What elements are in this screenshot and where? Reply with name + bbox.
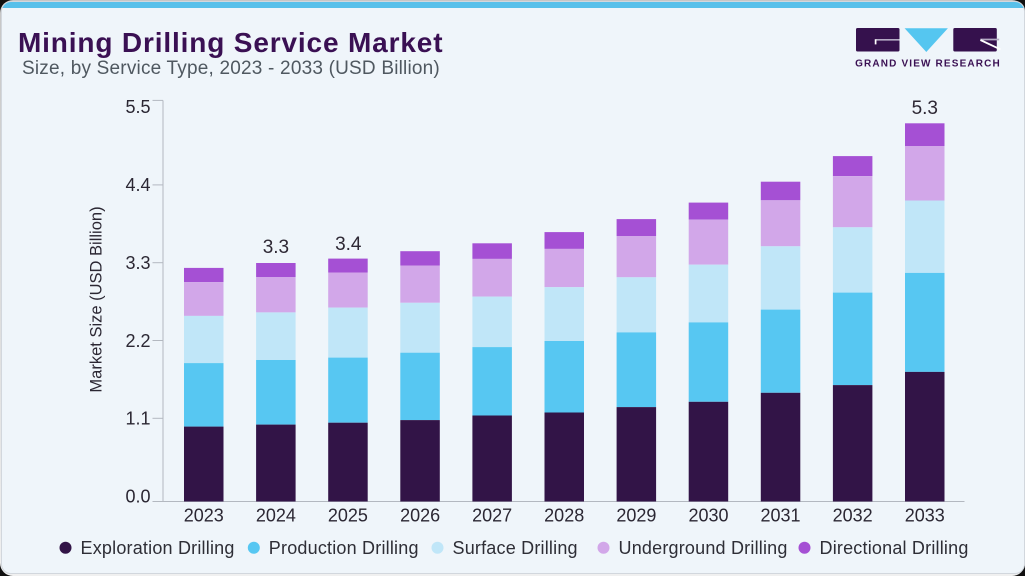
svg-text:2032: 2032: [833, 506, 873, 526]
svg-text:Production Drilling: Production Drilling: [269, 538, 419, 558]
svg-text:0.0: 0.0: [125, 487, 150, 507]
svg-text:4.4: 4.4: [125, 175, 150, 195]
svg-text:5.3: 5.3: [912, 98, 938, 119]
svg-text:GRAND VIEW RESEARCH: GRAND VIEW RESEARCH: [855, 58, 1001, 69]
svg-text:3.3: 3.3: [263, 237, 289, 258]
svg-text:Surface Drilling: Surface Drilling: [453, 538, 578, 558]
svg-text:3.3: 3.3: [125, 253, 150, 273]
svg-text:2031: 2031: [760, 506, 800, 526]
svg-text:2027: 2027: [472, 506, 512, 526]
svg-text:1.1: 1.1: [125, 409, 150, 429]
svg-text:2026: 2026: [400, 506, 440, 526]
svg-text:2023: 2023: [184, 506, 224, 526]
svg-text:2033: 2033: [905, 506, 945, 526]
svg-text:2028: 2028: [544, 506, 584, 526]
svg-text:2030: 2030: [688, 506, 728, 526]
svg-text:Underground Drilling: Underground Drilling: [619, 538, 788, 558]
svg-text:3.4: 3.4: [335, 234, 362, 255]
svg-text:2024: 2024: [256, 506, 296, 526]
svg-text:2029: 2029: [616, 506, 656, 526]
svg-text:Market Size (USD Billion): Market Size (USD Billion): [88, 206, 106, 392]
svg-text:2.2: 2.2: [125, 331, 150, 351]
svg-text:Directional Drilling: Directional Drilling: [820, 538, 969, 558]
svg-text:5.5: 5.5: [125, 97, 150, 117]
svg-text:Exploration Drilling: Exploration Drilling: [81, 538, 235, 558]
svg-text:2025: 2025: [328, 506, 368, 526]
